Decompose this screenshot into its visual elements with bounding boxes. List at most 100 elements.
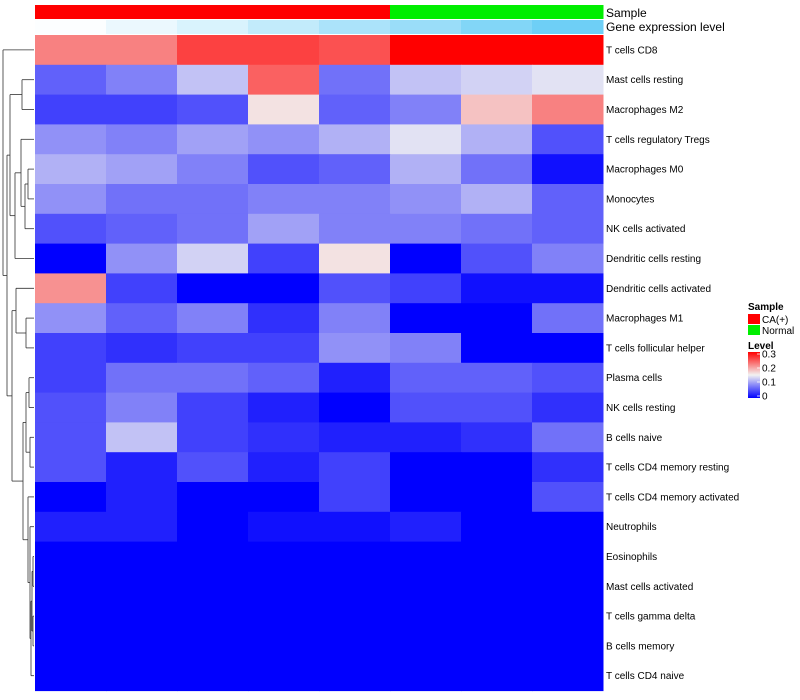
heatmap-cell bbox=[248, 303, 320, 334]
heatmap-cell bbox=[106, 392, 178, 423]
heatmap-cell bbox=[390, 511, 462, 543]
heatmap-cell bbox=[177, 571, 249, 602]
row-label: Macrophages M1 bbox=[606, 314, 684, 325]
heatmap-cell bbox=[319, 541, 391, 572]
heatmap-cell bbox=[532, 303, 604, 334]
heatmap-cell bbox=[106, 273, 178, 304]
heatmap-cell bbox=[461, 333, 533, 364]
heatmap-cell bbox=[461, 392, 533, 423]
heatmap-cell bbox=[248, 35, 320, 66]
heatmap-cell bbox=[177, 94, 249, 125]
heatmap-cell bbox=[319, 452, 391, 483]
heatmap-cell bbox=[35, 511, 107, 543]
heatmap-cell bbox=[390, 452, 462, 483]
heatmap-cell bbox=[532, 35, 604, 66]
heatmap-cell bbox=[319, 660, 391, 692]
heatmap-cell bbox=[461, 541, 533, 572]
row-label: Macrophages M0 bbox=[606, 165, 684, 176]
heatmap-cell bbox=[390, 64, 462, 96]
heatmap-cell bbox=[177, 392, 249, 423]
heatmap-cell bbox=[248, 154, 320, 185]
heatmap-cell bbox=[106, 511, 178, 543]
legend-sample-swatch bbox=[748, 325, 760, 335]
sample-annotation-label: Sample bbox=[606, 6, 647, 20]
heatmap-cell bbox=[390, 243, 462, 274]
row-labels: T cells CD8 Mast cells resting Macrophages… bbox=[606, 45, 739, 682]
heatmap-cell bbox=[532, 273, 604, 304]
heatmap-cell bbox=[319, 124, 391, 155]
row-label: T cells CD4 naive bbox=[606, 671, 685, 682]
heatmap-cell bbox=[532, 362, 604, 394]
heatmap-cell bbox=[177, 541, 249, 572]
heatmap-cell bbox=[532, 392, 604, 423]
row-label: Macrophages M2 bbox=[606, 105, 684, 116]
heatmap-cell bbox=[461, 571, 533, 602]
heatmap-cell bbox=[35, 213, 107, 245]
heatmap-cell bbox=[532, 184, 604, 215]
heatmap-cell bbox=[35, 422, 107, 453]
row-label: Dendritic cells resting bbox=[606, 254, 701, 265]
heatmap-cell bbox=[35, 452, 107, 483]
sample-annotation-cell bbox=[461, 5, 533, 19]
heatmap-cell bbox=[319, 631, 391, 662]
heatmap-cell bbox=[248, 64, 320, 96]
heatmap-cell bbox=[106, 601, 178, 632]
row-label: B cells naive bbox=[606, 433, 663, 444]
gene-expression-annotation-cell bbox=[177, 20, 249, 34]
heatmap-cell bbox=[390, 35, 462, 66]
heatmap-cell bbox=[532, 243, 604, 274]
heatmap-cell bbox=[319, 154, 391, 185]
gene-expression-annotation-cell bbox=[461, 20, 533, 34]
heatmap-cell bbox=[35, 541, 107, 572]
sample-annotation-cell bbox=[35, 5, 107, 19]
heatmap-cell bbox=[177, 362, 249, 394]
heatmap-cell bbox=[248, 392, 320, 423]
heatmap-cell bbox=[461, 213, 533, 245]
heatmap-cells bbox=[35, 35, 604, 692]
legend-level-colorbar bbox=[748, 352, 760, 398]
heatmap-cell bbox=[532, 482, 604, 513]
heatmap-cell bbox=[319, 94, 391, 125]
heatmap-cell bbox=[106, 94, 178, 125]
heatmap-cell bbox=[319, 422, 391, 453]
gene-expression-annotation-cell bbox=[319, 20, 391, 34]
heatmap-cell bbox=[390, 392, 462, 423]
heatmap-cell bbox=[532, 511, 604, 543]
heatmap-cell bbox=[248, 482, 320, 513]
heatmap-cell bbox=[35, 660, 107, 692]
row-label: Mast cells resting bbox=[606, 75, 683, 86]
heatmap-cell bbox=[106, 64, 178, 96]
sample-annotation-cell bbox=[532, 5, 604, 19]
heatmap-cell bbox=[319, 213, 391, 245]
heatmap-cell bbox=[177, 303, 249, 334]
heatmap-cell bbox=[319, 482, 391, 513]
row-label: Neutrophils bbox=[606, 522, 657, 533]
heatmap-cell bbox=[461, 601, 533, 632]
heatmap-cell bbox=[248, 184, 320, 215]
sample-annotation-cell bbox=[248, 5, 320, 19]
heatmap-cell bbox=[35, 243, 107, 274]
gene-expression-annotation-label: Gene expression level bbox=[606, 20, 725, 34]
heatmap-cell bbox=[319, 184, 391, 215]
heatmap-cell bbox=[106, 362, 178, 394]
heatmap-cell bbox=[106, 571, 178, 602]
row-label: B cells memory bbox=[606, 641, 674, 652]
heatmap-cell bbox=[248, 422, 320, 453]
heatmap-cell bbox=[106, 660, 178, 692]
heatmap-cell bbox=[35, 571, 107, 602]
heatmap-cell bbox=[177, 511, 249, 543]
heatmap-cell bbox=[461, 243, 533, 274]
heatmap-cell bbox=[35, 482, 107, 513]
row-label: T cells gamma delta bbox=[606, 612, 696, 623]
heatmap-cell bbox=[461, 154, 533, 185]
legend-sample-swatch bbox=[748, 314, 760, 324]
legend-level-tick-label: 0 bbox=[762, 392, 768, 403]
heatmap-cell bbox=[35, 124, 107, 155]
heatmap-cell bbox=[390, 184, 462, 215]
heatmap-cell bbox=[177, 35, 249, 66]
heatmap-cell bbox=[248, 94, 320, 125]
gene-expression-annotation-bar bbox=[35, 20, 604, 34]
heatmap-cell bbox=[35, 94, 107, 125]
legend-level-tick-label: 0.1 bbox=[762, 378, 776, 389]
